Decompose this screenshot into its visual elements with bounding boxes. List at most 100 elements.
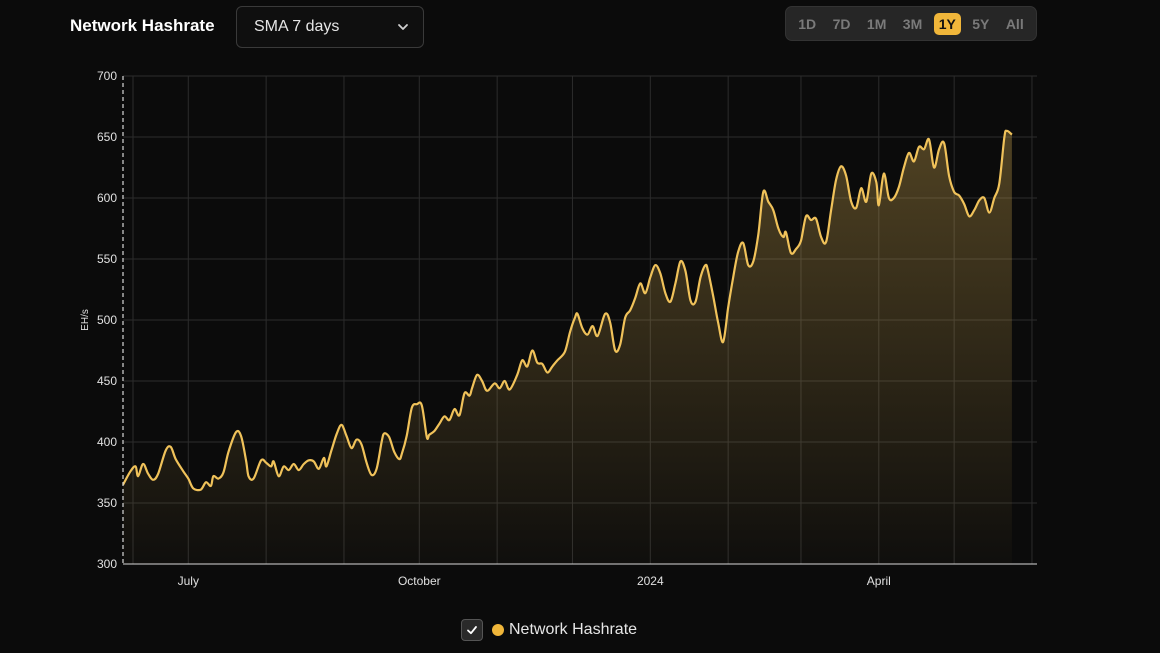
data-point — [326, 466, 328, 468]
data-point — [273, 461, 275, 463]
data-point — [393, 451, 395, 453]
data-point — [650, 277, 652, 279]
data-point — [810, 219, 812, 221]
data-point — [429, 434, 431, 436]
data-point — [481, 380, 483, 382]
x-tick-label: October — [398, 574, 441, 588]
data-point — [753, 261, 755, 263]
data-point — [366, 462, 368, 464]
data-point — [218, 478, 220, 480]
data-point — [170, 446, 172, 448]
data-point — [336, 434, 338, 436]
data-point — [509, 389, 511, 391]
data-point — [439, 423, 441, 425]
data-point — [763, 191, 765, 193]
x-tick-label: 2024 — [637, 574, 664, 588]
data-point — [660, 273, 662, 275]
data-point — [471, 388, 473, 390]
data-point — [569, 331, 571, 333]
data-point — [790, 252, 792, 254]
data-point — [695, 301, 697, 303]
data-point — [943, 142, 945, 144]
data-point — [223, 472, 225, 474]
data-point — [680, 261, 682, 263]
range-button-all[interactable]: All — [1005, 15, 1024, 32]
data-point — [597, 335, 599, 337]
data-point — [655, 264, 657, 266]
data-point — [416, 403, 418, 405]
data-point — [547, 372, 549, 374]
data-point — [283, 466, 285, 468]
data-point — [629, 309, 631, 311]
y-tick-label: 450 — [97, 374, 117, 388]
data-point — [999, 183, 1001, 185]
data-point — [913, 161, 915, 163]
data-point — [521, 360, 523, 362]
data-point — [840, 166, 842, 168]
data-point — [175, 458, 177, 460]
data-point — [371, 474, 373, 476]
data-point — [645, 292, 647, 294]
data-point — [737, 251, 739, 253]
data-point — [406, 435, 408, 437]
sma-period-select[interactable]: SMA 7 days — [236, 6, 424, 48]
data-point — [401, 453, 403, 455]
data-point — [210, 485, 212, 487]
data-point — [958, 195, 960, 197]
data-point — [783, 236, 785, 238]
data-point — [278, 475, 280, 477]
legend-toggle-checkbox[interactable] — [461, 619, 483, 641]
data-point — [1011, 134, 1013, 136]
y-tick-label: 400 — [97, 435, 117, 449]
range-button-7d[interactable]: 7D — [832, 15, 851, 32]
data-point — [675, 283, 677, 285]
data-point — [866, 201, 868, 203]
data-point — [265, 462, 267, 464]
data-point — [200, 489, 202, 491]
data-point — [303, 463, 305, 465]
data-point — [609, 322, 611, 324]
data-point — [245, 460, 247, 462]
data-point — [778, 228, 780, 230]
data-point — [577, 313, 579, 315]
data-point — [968, 216, 970, 218]
data-point — [624, 317, 626, 319]
data-point — [240, 435, 242, 437]
data-point — [426, 436, 428, 438]
legend-series-dot — [492, 624, 504, 636]
data-point — [898, 186, 900, 188]
data-point — [434, 430, 436, 432]
data-point — [800, 240, 802, 242]
data-point — [454, 408, 456, 410]
data-point — [768, 201, 770, 203]
range-button-5y[interactable]: 5Y — [972, 15, 990, 32]
data-point — [142, 463, 144, 465]
data-point — [361, 444, 363, 446]
data-point — [978, 200, 980, 202]
data-point — [973, 209, 975, 211]
range-button-3m[interactable]: 3M — [902, 15, 923, 32]
data-point — [948, 175, 950, 177]
range-button-1m[interactable]: 1M — [866, 15, 887, 32]
data-point — [152, 479, 154, 481]
data-point — [270, 466, 272, 468]
data-point — [398, 458, 400, 460]
data-point — [845, 175, 847, 177]
data-point — [165, 450, 167, 452]
range-button-1d[interactable]: 1D — [798, 15, 817, 32]
data-point — [537, 362, 539, 364]
data-point — [665, 292, 667, 294]
data-point — [640, 283, 642, 285]
data-point — [298, 469, 300, 471]
data-point — [732, 277, 734, 279]
data-point — [213, 475, 215, 477]
data-point — [193, 488, 195, 490]
data-point — [918, 146, 920, 148]
data-point — [421, 405, 423, 407]
data-point — [795, 248, 797, 250]
range-button-1y[interactable]: 1Y — [933, 12, 961, 35]
data-point — [888, 197, 890, 199]
data-point — [830, 209, 832, 211]
chart-legend: Network Hashrate — [461, 619, 637, 641]
